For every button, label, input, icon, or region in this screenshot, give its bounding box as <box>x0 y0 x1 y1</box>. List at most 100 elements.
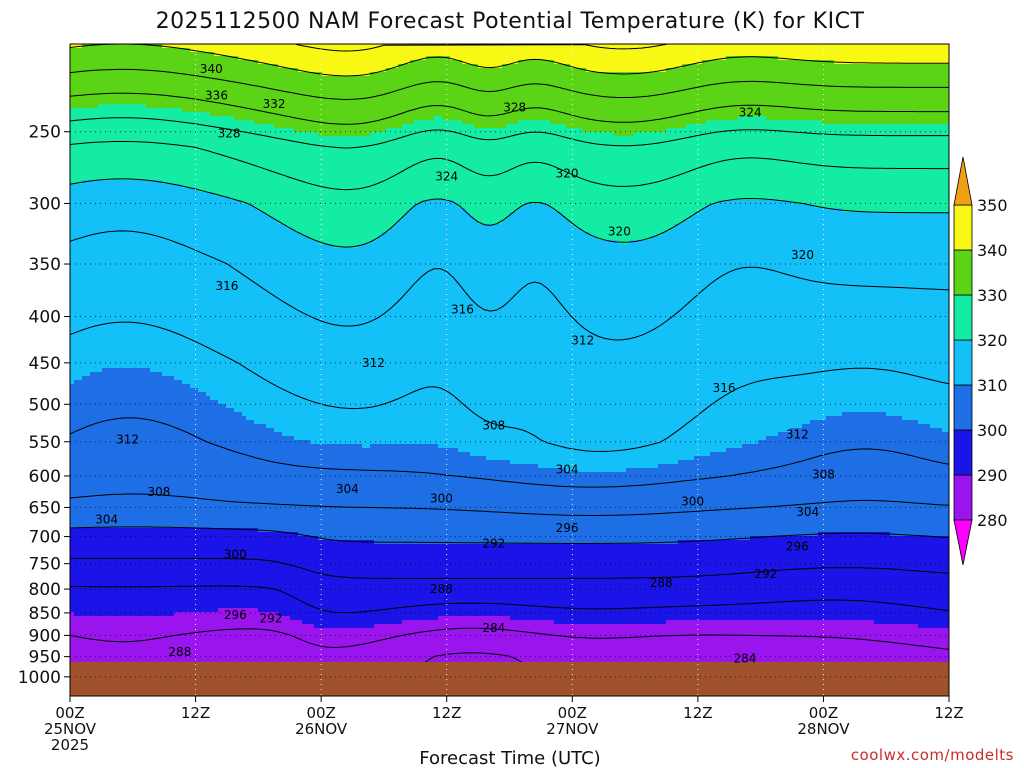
x-tick-label: 27NOV <box>546 720 599 738</box>
y-tick-label: 450 <box>29 354 61 374</box>
colorbar: 280 290 300 310 320 330 340 350 <box>953 156 1008 566</box>
y-tick-label: 900 <box>29 626 61 646</box>
x-tick-label: 12Z <box>934 704 963 722</box>
contour-label: 308 <box>482 419 505 433</box>
colorbar-label: 300 <box>977 421 1008 440</box>
contour-332 <box>70 92 949 125</box>
y-tick-label: 650 <box>29 498 61 518</box>
x-tick-label: 12Z <box>432 704 461 722</box>
colorbar-label: 280 <box>977 511 1008 530</box>
contour-label: 332 <box>263 97 286 111</box>
contour-label: 328 <box>218 126 241 140</box>
plot-area: 340 336 332 328 324 328 320 320 324 320 316 316 312 3… <box>70 44 949 696</box>
contour-labels: 340 336 332 328 324 328 320 320 324 320 316 316 312 3… <box>95 62 835 666</box>
contour-label: 312 <box>362 356 385 370</box>
colorbar-segment <box>953 294 973 341</box>
x-tick-label: 00Z <box>809 704 838 722</box>
contour-label: 284 <box>733 652 756 666</box>
contour-308 <box>70 417 949 488</box>
y-tick-label: 400 <box>29 308 61 328</box>
contour-296 <box>70 557 949 579</box>
y-tick-label: 950 <box>29 648 61 668</box>
y-tick-label: 300 <box>29 194 61 214</box>
contour-label: 320 <box>608 224 631 238</box>
contour-312 <box>70 321 949 452</box>
contour-label: 300 <box>681 494 704 508</box>
plot-border <box>69 43 950 697</box>
ground-surface <box>70 661 949 696</box>
contour-label: 312 <box>571 333 594 347</box>
y-tick-label: 700 <box>29 528 61 548</box>
contour-label: 340 <box>200 62 223 76</box>
contour-344 <box>295 44 667 52</box>
contour-label: 288 <box>168 645 191 659</box>
contour-label: 312 <box>786 428 809 442</box>
colorbar-label: 340 <box>977 241 1008 260</box>
contour-label: 296 <box>224 608 247 622</box>
colorbar-label: 350 <box>977 196 1008 215</box>
contour-label: 320 <box>556 166 579 180</box>
colorbar-segment <box>953 474 973 521</box>
contour-300 <box>70 526 949 544</box>
x-axis-label: Forecast Time (UTC) <box>419 748 600 768</box>
contour-label: 304 <box>796 505 819 519</box>
contour-label: 308 <box>147 485 170 499</box>
x-tick-label: 00Z <box>306 704 335 722</box>
contour-label: 308 <box>812 468 835 482</box>
source-label: coolwx.com/modelts <box>851 746 1014 764</box>
contour-label: 316 <box>216 279 239 293</box>
contour-label: 328 <box>503 100 526 114</box>
contour-label: 296 <box>786 540 809 554</box>
contour-label: 292 <box>754 567 777 581</box>
colorbar-label: 330 <box>977 286 1008 305</box>
color-fill-layers <box>70 44 949 696</box>
x-tick-label: 12Z <box>181 704 210 722</box>
chart-title: 2025112500 NAM Forecast Potential Temper… <box>156 9 865 34</box>
contour-label: 288 <box>430 582 453 596</box>
contour-label: 336 <box>205 89 228 103</box>
contour-292 <box>70 585 949 614</box>
colorbar-segment <box>953 429 973 476</box>
y-tick-label: 500 <box>29 395 61 415</box>
contour-label: 292 <box>259 611 282 625</box>
x-tick-label: 26NOV <box>295 720 348 738</box>
contour-316 <box>70 230 949 341</box>
contour-304 <box>70 493 949 516</box>
y-tick-label: 350 <box>29 255 61 275</box>
contour-328 <box>70 117 949 149</box>
contour-label: 288 <box>650 576 673 590</box>
y-tick-label: 800 <box>29 580 61 600</box>
contour-label: 300 <box>430 491 453 505</box>
contour-label: 312 <box>116 433 139 447</box>
contour-324 <box>70 141 949 191</box>
contour-label: 320 <box>791 248 814 262</box>
contour-label: 284 <box>482 621 505 635</box>
contour-label: 324 <box>435 169 458 183</box>
contour-288 <box>70 627 949 650</box>
colorbar-label: 310 <box>977 376 1008 395</box>
x-tick-label: 2025 <box>51 736 89 754</box>
contour-label: 300 <box>224 548 247 562</box>
contour-label: 304 <box>336 482 359 496</box>
contour-label: 304 <box>95 512 118 526</box>
contour-label: 296 <box>556 521 579 535</box>
y-tick-label: 850 <box>29 604 61 624</box>
contour-label: 292 <box>482 536 505 550</box>
x-tick-label: 00Z <box>55 704 84 722</box>
y-tick-label: 250 <box>29 123 61 143</box>
contour-label: 316 <box>713 381 736 395</box>
contour-label: 316 <box>451 303 474 317</box>
colorbar-segment <box>953 249 973 296</box>
y-tick-label: 750 <box>29 555 61 575</box>
y-tick-label: 1000 <box>18 668 61 688</box>
colorbar-segment <box>953 384 973 431</box>
colorbar-segment <box>953 339 973 386</box>
contour-340 <box>70 44 949 77</box>
contour-label: 324 <box>739 105 762 119</box>
x-tick-label: 12Z <box>683 704 712 722</box>
x-tick-label: 25NOV <box>44 720 97 738</box>
y-tick-label: 600 <box>29 467 61 487</box>
contour-320 <box>70 178 949 248</box>
